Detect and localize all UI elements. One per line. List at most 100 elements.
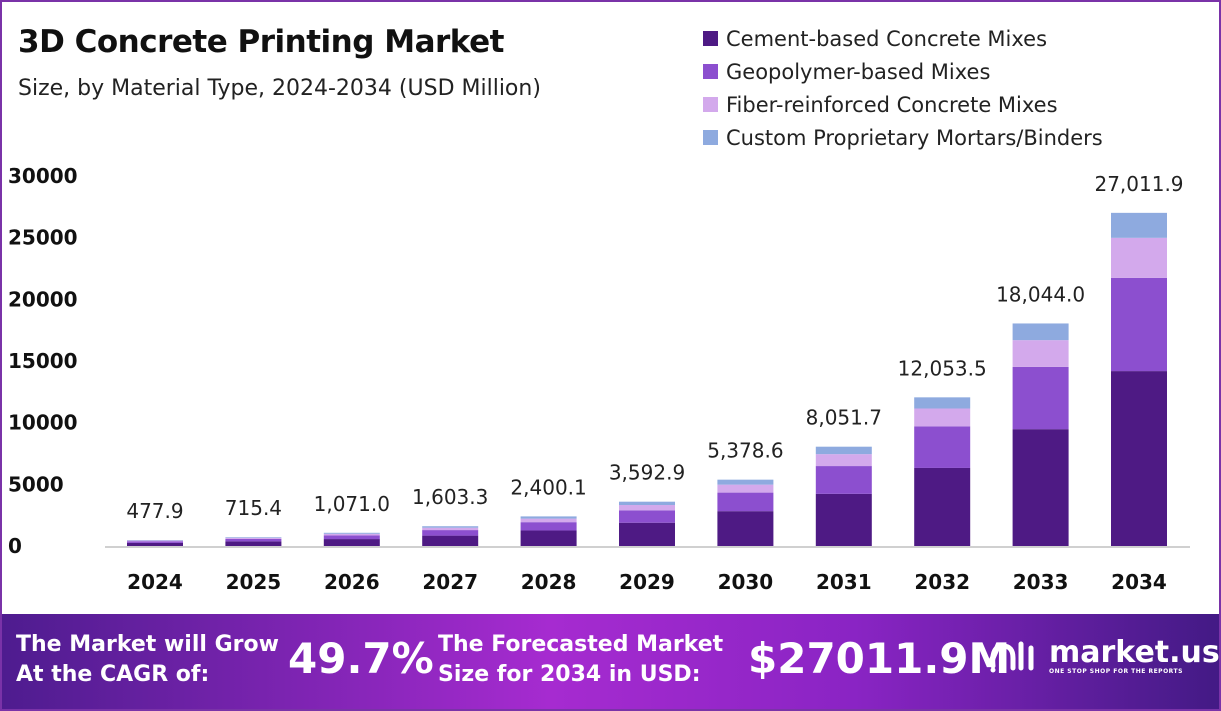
x-tick-label: 2034 <box>1111 570 1167 594</box>
y-tick-label: 10000 <box>8 411 78 435</box>
bar-segment <box>914 467 971 546</box>
x-tick-label: 2025 <box>226 570 282 594</box>
bar-segment <box>225 537 282 538</box>
bar-segment <box>225 541 282 546</box>
x-tick-label: 2031 <box>816 570 872 594</box>
summary-banner: The Market will Grow At the CAGR of: 49.… <box>2 614 1220 709</box>
forecast-label: The Forecasted Market Size for 2034 in U… <box>438 630 723 690</box>
y-tick-label: 0 <box>8 534 22 558</box>
bar-segment <box>815 446 872 455</box>
total-label: 8,051.7 <box>806 406 882 430</box>
bar-segment <box>1111 237 1167 278</box>
legend-label: Cement-based Concrete Mixes <box>726 26 1048 51</box>
x-tick-label: 2032 <box>914 570 970 594</box>
logo-tagline: ONE STOP SHOP FOR THE REPORTS <box>1049 667 1183 675</box>
bar-segment <box>225 538 282 542</box>
bar-segment <box>127 540 183 542</box>
legend-label: Fiber-reinforced Concrete Mixes <box>726 92 1058 117</box>
bar-segment <box>1012 323 1069 341</box>
bar-segment <box>815 493 872 546</box>
x-tick-label: 2027 <box>422 570 478 594</box>
bar-segment <box>717 511 774 546</box>
total-label: 2,400.1 <box>510 475 586 499</box>
bar-segment <box>717 484 774 493</box>
x-tick-label: 2026 <box>324 570 380 594</box>
bar-segment <box>225 537 282 539</box>
bar-segment <box>1111 371 1167 546</box>
bar-segment <box>717 492 774 512</box>
bar-segment <box>1012 340 1069 367</box>
bar-chart: 0 5000 10000 15000 20000 25000 30000 477.9 2024 7… <box>8 164 1190 594</box>
bar-segment <box>323 539 380 546</box>
total-label: 477.9 <box>126 499 183 523</box>
bar-segment <box>127 542 183 546</box>
y-tick-label: 5000 <box>8 472 64 496</box>
bar-segment <box>422 535 479 546</box>
bar-segment <box>914 408 971 427</box>
bar-segment <box>323 533 380 536</box>
bar-segment <box>914 397 971 409</box>
market-us-logo: market.us ONE STOP SHOP FOR THE REPORTS <box>987 636 1220 676</box>
bar-segment <box>520 516 577 519</box>
legend-item-geopolymer: Geopolymer-based Mixes <box>703 55 1103 88</box>
legend-swatch <box>703 97 718 112</box>
forecast-label-line2: Size for 2034 in USD: <box>438 662 701 687</box>
bar-segment <box>520 522 577 531</box>
bar-segment <box>914 426 971 468</box>
bar-segment <box>422 530 479 536</box>
total-label: 1,603.3 <box>412 485 488 509</box>
total-label: 1,071.0 <box>314 492 390 516</box>
bar-segment <box>619 505 675 511</box>
cagr-label-line2: At the CAGR of: <box>16 662 210 687</box>
total-label: 5,378.6 <box>707 439 783 463</box>
bar-segment <box>717 479 774 485</box>
logo-name: market.us <box>1049 634 1220 670</box>
legend-swatch <box>703 64 718 79</box>
chart-subtitle: Size, by Material Type, 2024-2034 (USD M… <box>18 76 541 101</box>
legend-item-cement: Cement-based Concrete Mixes <box>703 22 1103 55</box>
x-tick-label: 2029 <box>619 570 675 594</box>
cagr-label: The Market will Grow At the CAGR of: <box>16 630 279 690</box>
y-tick-label: 20000 <box>8 287 78 311</box>
bar-segment <box>619 522 675 546</box>
legend-swatch <box>703 31 718 46</box>
legend-swatch <box>703 130 718 145</box>
total-label: 12,053.5 <box>898 356 987 380</box>
legend: Cement-based Concrete Mixes Geopolymer-b… <box>703 22 1103 154</box>
bar-segment <box>422 526 479 528</box>
bar-segment <box>1111 277 1167 372</box>
x-tick-label: 2024 <box>127 570 183 594</box>
bar-segment <box>323 532 380 534</box>
cagr-label-line1: The Market will Grow <box>16 632 279 657</box>
bar-segment <box>1012 366 1069 430</box>
logo-icon <box>990 641 1034 673</box>
bar-segment <box>1111 212 1167 238</box>
x-tick-label: 2030 <box>718 570 774 594</box>
total-label: 3,592.9 <box>609 461 685 485</box>
legend-label: Geopolymer-based Mixes <box>726 59 991 84</box>
total-label: 27,011.9 <box>1094 172 1183 196</box>
y-tick-label: 30000 <box>8 164 78 188</box>
bar-segment <box>815 454 872 467</box>
bar-segment <box>520 530 577 546</box>
x-tick-label: 2033 <box>1013 570 1069 594</box>
y-tick-label: 15000 <box>8 349 78 373</box>
cagr-value: 49.7% <box>288 634 434 683</box>
bar-segment <box>520 518 577 523</box>
y-tick-label: 25000 <box>8 226 78 250</box>
bar-segment <box>323 535 380 540</box>
bar-segment <box>422 527 479 531</box>
bar-segment <box>619 501 675 506</box>
total-label: 18,044.0 <box>996 282 1085 306</box>
legend-item-custom: Custom Proprietary Mortars/Binders <box>703 121 1103 154</box>
legend-item-fiber: Fiber-reinforced Concrete Mixes <box>703 88 1103 121</box>
total-label: 715.4 <box>225 496 282 520</box>
forecast-value: $27011.9M <box>748 634 1011 683</box>
bar-segment <box>815 466 872 494</box>
bar-segment <box>1012 429 1069 546</box>
x-tick-label: 2028 <box>521 570 577 594</box>
forecast-label-line1: The Forecasted Market <box>438 632 724 657</box>
bar-segment <box>127 541 183 543</box>
legend-label: Custom Proprietary Mortars/Binders <box>726 125 1103 150</box>
